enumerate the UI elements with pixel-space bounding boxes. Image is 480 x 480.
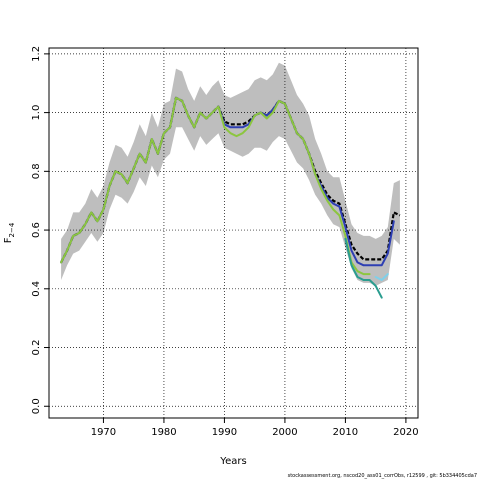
x-tick-label: 1970	[91, 427, 116, 438]
x-tick-label: 1990	[212, 427, 237, 438]
y-tick-label: 0.0	[31, 398, 42, 414]
confidence-band-layer	[61, 62, 400, 286]
y-axis-title-main: F	[3, 237, 14, 243]
y-axis-title-subscript: 2−4	[8, 222, 16, 237]
y-tick-label: 0.4	[31, 281, 42, 297]
footer-note: stockassessment.org, nscod20_ass01_corrO…	[287, 473, 477, 479]
y-axis-title: F2−4	[3, 222, 16, 243]
y-tick-label: 0.8	[31, 163, 42, 179]
x-axis-title: Years	[219, 456, 246, 467]
y-tick-label: 0.6	[31, 222, 42, 238]
plot-frame	[48, 47, 419, 419]
x-tick-label: 2010	[333, 427, 358, 438]
y-tick-label: 1.2	[31, 46, 42, 62]
x-tick-label: 2000	[272, 427, 297, 438]
series-line-3	[60, 96, 371, 276]
series-line-5	[374, 273, 389, 281]
series-layer	[60, 96, 401, 299]
series-line-4	[344, 237, 383, 299]
confidence-band	[61, 62, 400, 286]
y-tick-label: 0.2	[31, 340, 42, 356]
y-tick-label: 1.0	[31, 105, 42, 121]
axis-layer: 1970 1980 1990 2000 2010 2020 0.0 0.2 0.4 0.6 0.8 1…	[31, 46, 419, 438]
x-tick-label: 2020	[393, 427, 418, 438]
x-tick-label: 1980	[151, 427, 176, 438]
